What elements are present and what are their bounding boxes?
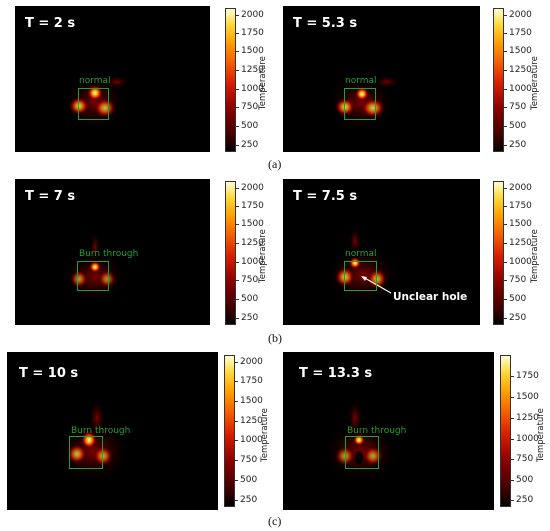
panel-time-label: T = 7.5 s [293, 189, 358, 204]
panel-time-label: T = 2 s [25, 16, 76, 31]
subcaption-a: (a) [268, 157, 282, 171]
panel-time-label: T = 5.3 s [293, 16, 358, 31]
heatmap-image [329, 76, 399, 128]
colorbar [225, 181, 236, 325]
heatmap-image [65, 76, 129, 128]
roi-box [77, 261, 109, 291]
status-label: Burn through [79, 249, 139, 259]
status-label: normal [345, 76, 377, 86]
roi-box [345, 436, 379, 469]
status-label: normal [79, 76, 111, 86]
panel-t2: T = 2 s normal [15, 6, 210, 152]
colorbar [224, 355, 235, 507]
status-label: Burn through [71, 426, 131, 436]
panel-t10: T = 10 s Burn through [7, 352, 218, 510]
status-label: normal [345, 249, 377, 259]
panel-t7: T = 7 s Burn through [15, 179, 210, 325]
unclear-hole-annotation: Unclear hole [393, 291, 468, 303]
subcaption-b: (b) [268, 331, 282, 345]
heatmap-image [329, 227, 397, 301]
heatmap-image [65, 233, 125, 301]
panel-t7-5: T = 7.5 s normal Unclear hole [283, 179, 480, 325]
panel-time-label: T = 13.3 s [299, 366, 373, 381]
colorbar [225, 8, 236, 152]
colorbar-label: Temperature [258, 56, 268, 110]
subcaption-c: (c) [268, 514, 282, 528]
roi-box [69, 436, 103, 469]
panel-t13-3: T = 13.3 s Burn through [283, 352, 494, 510]
roi-box [78, 88, 109, 120]
colorbar-label: Temperature [530, 229, 540, 283]
panel-time-label: T = 7 s [25, 189, 76, 204]
panel-time-label: T = 10 s [19, 366, 79, 381]
colorbar [493, 8, 504, 152]
roi-box [344, 261, 377, 291]
heatmap-image [57, 400, 129, 480]
colorbar [493, 181, 504, 325]
colorbar-label: Temperature [530, 56, 540, 110]
status-label: Burn through [347, 426, 407, 436]
colorbar-label: Temperature [536, 408, 546, 462]
colorbar-label: Temperature [258, 229, 268, 283]
colorbar-label: Temperature [260, 408, 270, 462]
panel-t5-3: T = 5.3 s normal [283, 6, 480, 152]
roi-box [344, 88, 376, 120]
colorbar [500, 355, 511, 507]
